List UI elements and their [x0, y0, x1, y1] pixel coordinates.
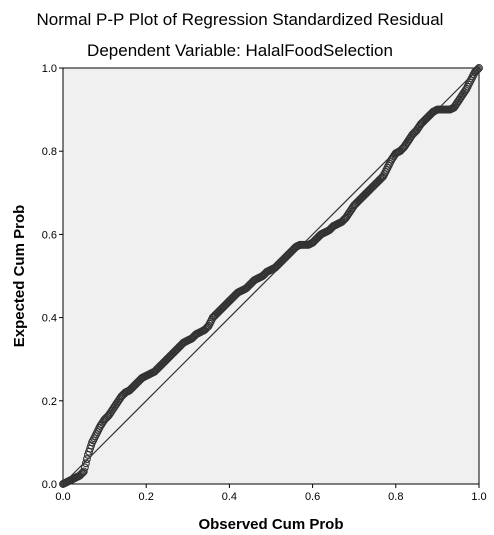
data-point — [472, 66, 481, 75]
x-axis-ticks: 0.0 0.2 0.4 0.6 0.8 1.0 — [55, 484, 487, 503]
y-tick-label: 0.6 — [42, 229, 57, 241]
chart-title: Normal P-P Plot of Regression Standardiz… — [37, 10, 444, 29]
y-tick-label: 0.4 — [42, 313, 57, 325]
chart-subtitle: Dependent Variable: HalalFoodSelection — [87, 41, 393, 60]
data-point — [78, 468, 87, 477]
data-point — [80, 463, 89, 472]
x-tick-label: 0.0 — [55, 491, 70, 503]
x-tick-label: 0.8 — [388, 491, 403, 503]
x-tick-label: 0.2 — [139, 491, 154, 503]
data-point — [475, 64, 483, 72]
data-point — [77, 469, 86, 478]
data-point — [474, 65, 482, 73]
data-points — [59, 64, 483, 488]
data-point — [81, 459, 90, 468]
x-axis-label: Observed Cum Prob — [198, 516, 343, 533]
x-tick-label: 0.6 — [305, 491, 320, 503]
x-tick-label: 1.0 — [471, 491, 486, 503]
y-tick-label: 1.0 — [42, 63, 57, 75]
x-tick-label: 0.4 — [222, 491, 237, 503]
y-axis-ticks: 0.0 0.2 0.4 0.6 0.8 1.0 — [42, 63, 63, 491]
data-point — [82, 455, 91, 463]
y-axis-label: Expected Cum Prob — [11, 205, 28, 348]
y-tick-label: 0.8 — [42, 146, 57, 158]
data-point — [79, 467, 88, 476]
y-tick-label: 0.0 — [42, 479, 57, 491]
y-tick-label: 0.2 — [42, 396, 57, 408]
